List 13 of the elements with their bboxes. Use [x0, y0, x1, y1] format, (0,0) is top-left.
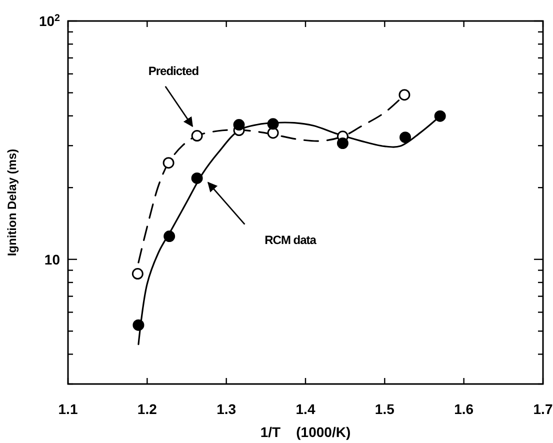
y-axis-title: Ignition Delay (ms) — [5, 148, 19, 256]
y-tick-label: 10 — [44, 251, 60, 268]
x-tick-label: 1.6 — [454, 401, 474, 417]
annotation: Predicted — [148, 64, 199, 78]
x-tick-label: 1.5 — [374, 401, 395, 417]
x-tick-label: 1.3 — [216, 401, 236, 417]
x-tick-label: 1.4 — [296, 401, 316, 417]
y-tick-label: 10$^{2}$ — [38, 12, 61, 29]
x-tick-label: 1.1 — [58, 401, 78, 417]
x-axis-title: 1/T (1000/K) — [260, 424, 351, 440]
annotation: RCM data — [264, 232, 317, 247]
x-tick-label: 1.7 — [533, 401, 553, 417]
x-tick-label: 1.2 — [137, 401, 158, 417]
